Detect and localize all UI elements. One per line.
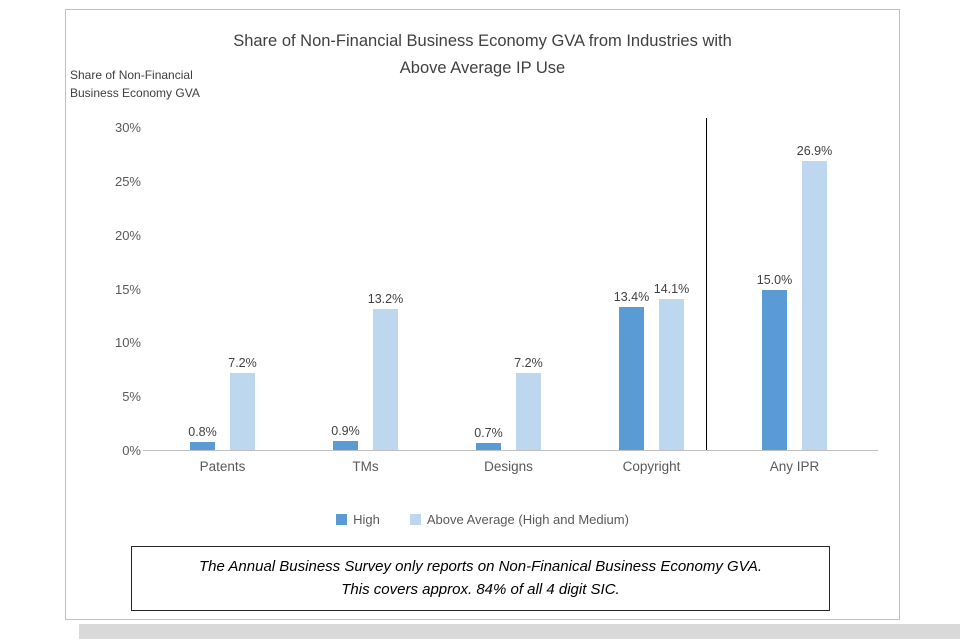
separator-line (706, 118, 707, 451)
legend-swatch-icon (336, 514, 348, 525)
plot-area: 30% 25% 20% 15% 10% 5% 0% 0.8% 7.2% 0.9% 13.2% 0.7… (115, 118, 878, 474)
legend-item-above-average-high-and-medium-: Above Average (High and Medium) (409, 512, 629, 527)
y-tick-label-5-: 5% (122, 389, 141, 405)
legend-swatch-icon (409, 514, 421, 525)
y-axis-ticks: 30% 25% 20% 15% 10% 5% 0% (89, 120, 141, 458)
chart-title-line1: Share of Non-Financial Business Economy … (233, 32, 732, 50)
chart-title-line2: Above Average IP Use (399, 59, 566, 78)
bar-group-copyright: 13.4% 14.1% (580, 128, 723, 451)
bar-value-label-high-any-ipr: 15.0% (756, 272, 793, 287)
y-axis-label-line1: Share of Non-Financial (70, 68, 193, 82)
legend: High Above Average (High and Medium) (66, 512, 899, 527)
bar-value-label-above-average-high-and-medium--patents: 7.2% (228, 356, 257, 371)
bar-value-label-high-copyright: 13.4% (613, 289, 650, 304)
bar-column: 13.4% (614, 290, 649, 451)
x-category-label-patents: Patents (199, 459, 246, 474)
bar-column: 0.7% (474, 426, 503, 451)
bar-high-tms (333, 441, 358, 451)
y-tick-label-25-: 25% (114, 173, 141, 189)
x-category-label-copyright: Copyright (622, 459, 681, 474)
x-category-label-designs: Designs (484, 459, 533, 474)
bar-high-any-ipr (762, 289, 787, 451)
bar-value-label-above-average-high-and-medium--any-ipr: 26.9% (796, 144, 833, 159)
bar-value-label-high-designs: 0.7% (474, 426, 503, 441)
bar-above-average-high-and-medium--designs (516, 373, 541, 451)
x-category-label-any-ipr: Any IPR (769, 459, 820, 474)
bar-above-average-high-and-medium--copyright (659, 299, 684, 451)
bar-column: 7.2% (228, 356, 257, 451)
bar-value-label-above-average-high-and-medium--tms: 13.2% (367, 291, 404, 306)
bar-column: 13.2% (368, 292, 403, 451)
bar-above-average-high-and-medium--any-ipr (802, 161, 827, 451)
bar-group-tms: 0.9% 13.2% (294, 128, 437, 451)
legend-label: High (353, 512, 380, 527)
bar-value-label-high-patents: 0.8% (188, 425, 217, 440)
bars-container: 0.8% 7.2% 0.9% 13.2% 0.7% 7.2% 13.4% 14.1% 15.0%… (151, 128, 866, 451)
bar-high-copyright (619, 306, 644, 451)
bar-above-average-high-and-medium--patents (230, 373, 255, 451)
y-tick-label-30-: 30% (114, 120, 141, 135)
bar-group-patents: 0.8% 7.2% (151, 128, 294, 451)
x-axis-line (143, 450, 878, 451)
bottom-strip (79, 624, 960, 639)
bar-column: 14.1% (654, 282, 689, 451)
bar-high-patents (190, 442, 215, 451)
y-tick-label-20-: 20% (114, 227, 141, 243)
y-tick-label-15-: 15% (114, 281, 141, 297)
y-tick-label-0-: 0% (122, 443, 141, 458)
bar-value-label-above-average-high-and-medium--designs: 7.2% (514, 356, 543, 371)
x-category-label-tms: TMs (352, 459, 379, 474)
bar-column: 0.9% (331, 424, 360, 451)
y-tick-label-10-: 10% (114, 335, 141, 351)
bar-value-label-high-tms: 0.9% (331, 424, 360, 439)
footnote-line1: The Annual Business Survey only reports … (198, 558, 763, 575)
bar-group-designs: 0.7% 7.2% (437, 128, 580, 451)
bar-above-average-high-and-medium--tms (373, 308, 398, 451)
bar-high-designs (476, 443, 501, 451)
y-axis-label-line2: Business Economy GVA (70, 86, 200, 100)
y-axis-label: Share of Non-Financial Business Economy … (70, 66, 200, 102)
bar-column: 0.8% (188, 425, 217, 451)
bar-column: 26.9% (797, 144, 832, 451)
bar-value-label-above-average-high-and-medium--copyright: 14.1% (653, 282, 690, 297)
legend-item-high: High (336, 512, 380, 527)
bar-column: 7.2% (514, 356, 543, 451)
legend-label: Above Average (High and Medium) (426, 512, 629, 527)
bar-group-any-ipr: 15.0% 26.9% (723, 128, 866, 451)
bar-column: 15.0% (757, 273, 792, 451)
footnote-box: The Annual Business Survey only reports … (131, 546, 830, 611)
footnote-line2: This covers approx. 84% of all 4 digit S… (341, 581, 620, 599)
chart-title: Share of Non-Financial Business Economy … (66, 28, 899, 82)
chart-frame: Share of Non-Financial Business Economy … (65, 9, 900, 620)
